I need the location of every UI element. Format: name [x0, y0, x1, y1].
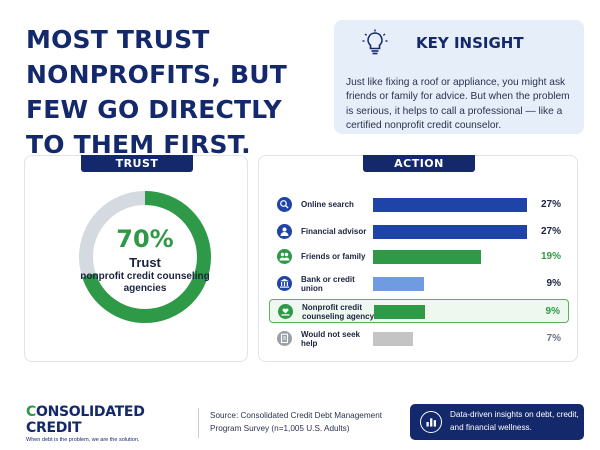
bar-value-label: 7% [546, 333, 561, 344]
bar-label: Would not seek help [301, 329, 360, 349]
bar-label: Bank or credit union [301, 274, 355, 294]
source-note: Source: Consolidated Credit Debt Managem… [210, 411, 383, 433]
bar [373, 277, 425, 291]
logo-tagline: When debt is the problem, we are the sol… [26, 437, 140, 443]
headline: MOST TRUST NONPROFITS, BUT FEW GO DIRECT… [26, 25, 287, 159]
action-row: Friends or family 19% [269, 245, 569, 269]
action-row: Online search 27% [269, 193, 569, 217]
search-icon [277, 197, 292, 212]
trust-percent: 70% [116, 225, 174, 253]
bar [373, 198, 527, 212]
bar-label: Online search [301, 200, 354, 210]
badge-text: Data-driven insights on debt, credit, an… [450, 410, 579, 432]
logo-wordmark: CONSOLIDATED CREDIT [26, 404, 145, 436]
action-row: Nonprofit credit counseling agency 9% [269, 299, 569, 323]
bar [373, 250, 482, 264]
action-panel: ACTION Online search 27% Financial advisor… [258, 155, 578, 362]
bar-value-label: 19% [540, 251, 561, 262]
trust-subtitle: nonprofit credit counseling agencies [80, 271, 210, 294]
key-insight-box: KEY INSIGHT Just like fixing a roof or a… [334, 20, 584, 134]
trust-donut-chart [79, 191, 211, 323]
bar-label: Friends or family [301, 252, 366, 262]
bar-value-label: 27% [540, 199, 561, 210]
company-logo: CONSOLIDATED CREDIT When debt is the pro… [26, 404, 186, 443]
key-insight-body: Just like fixing a roof or appliance, yo… [346, 77, 570, 131]
action-row: Financial advisor 27% [269, 220, 569, 244]
bar [373, 225, 527, 239]
document-icon [277, 331, 292, 346]
action-row: Would not seek help 7% [269, 327, 569, 351]
advisor-icon [277, 224, 292, 239]
people-icon [277, 249, 292, 264]
bar-value-label: 27% [540, 226, 561, 237]
bar-label: Nonprofit credit counseling agency [302, 302, 375, 322]
key-insight-title: KEY INSIGHT [416, 34, 524, 52]
lightbulb-icon [362, 29, 388, 55]
donut-trust-segment [79, 191, 211, 323]
heart-hand-icon [278, 304, 293, 319]
bar-value-label: 9% [545, 306, 560, 317]
trust-word: Trust [129, 255, 161, 270]
bar [374, 305, 426, 319]
bar-chart-icon [420, 411, 442, 433]
bar [373, 332, 413, 346]
bank-icon [277, 276, 292, 291]
bar-label: Financial advisor [301, 227, 367, 237]
action-tab: ACTION [363, 155, 475, 172]
bar-value-label: 9% [546, 278, 561, 289]
donut-center: 70% Trust nonprofit credit counseling ag… [77, 226, 213, 295]
insights-badge: Data-driven insights on debt, credit, an… [410, 404, 584, 440]
trust-tab: TRUST [81, 155, 193, 172]
trust-panel: TRUST 70% Trust nonprofit credit counsel… [24, 155, 248, 362]
footer-divider [198, 408, 199, 438]
action-row: Bank or credit union 9% [269, 272, 569, 296]
